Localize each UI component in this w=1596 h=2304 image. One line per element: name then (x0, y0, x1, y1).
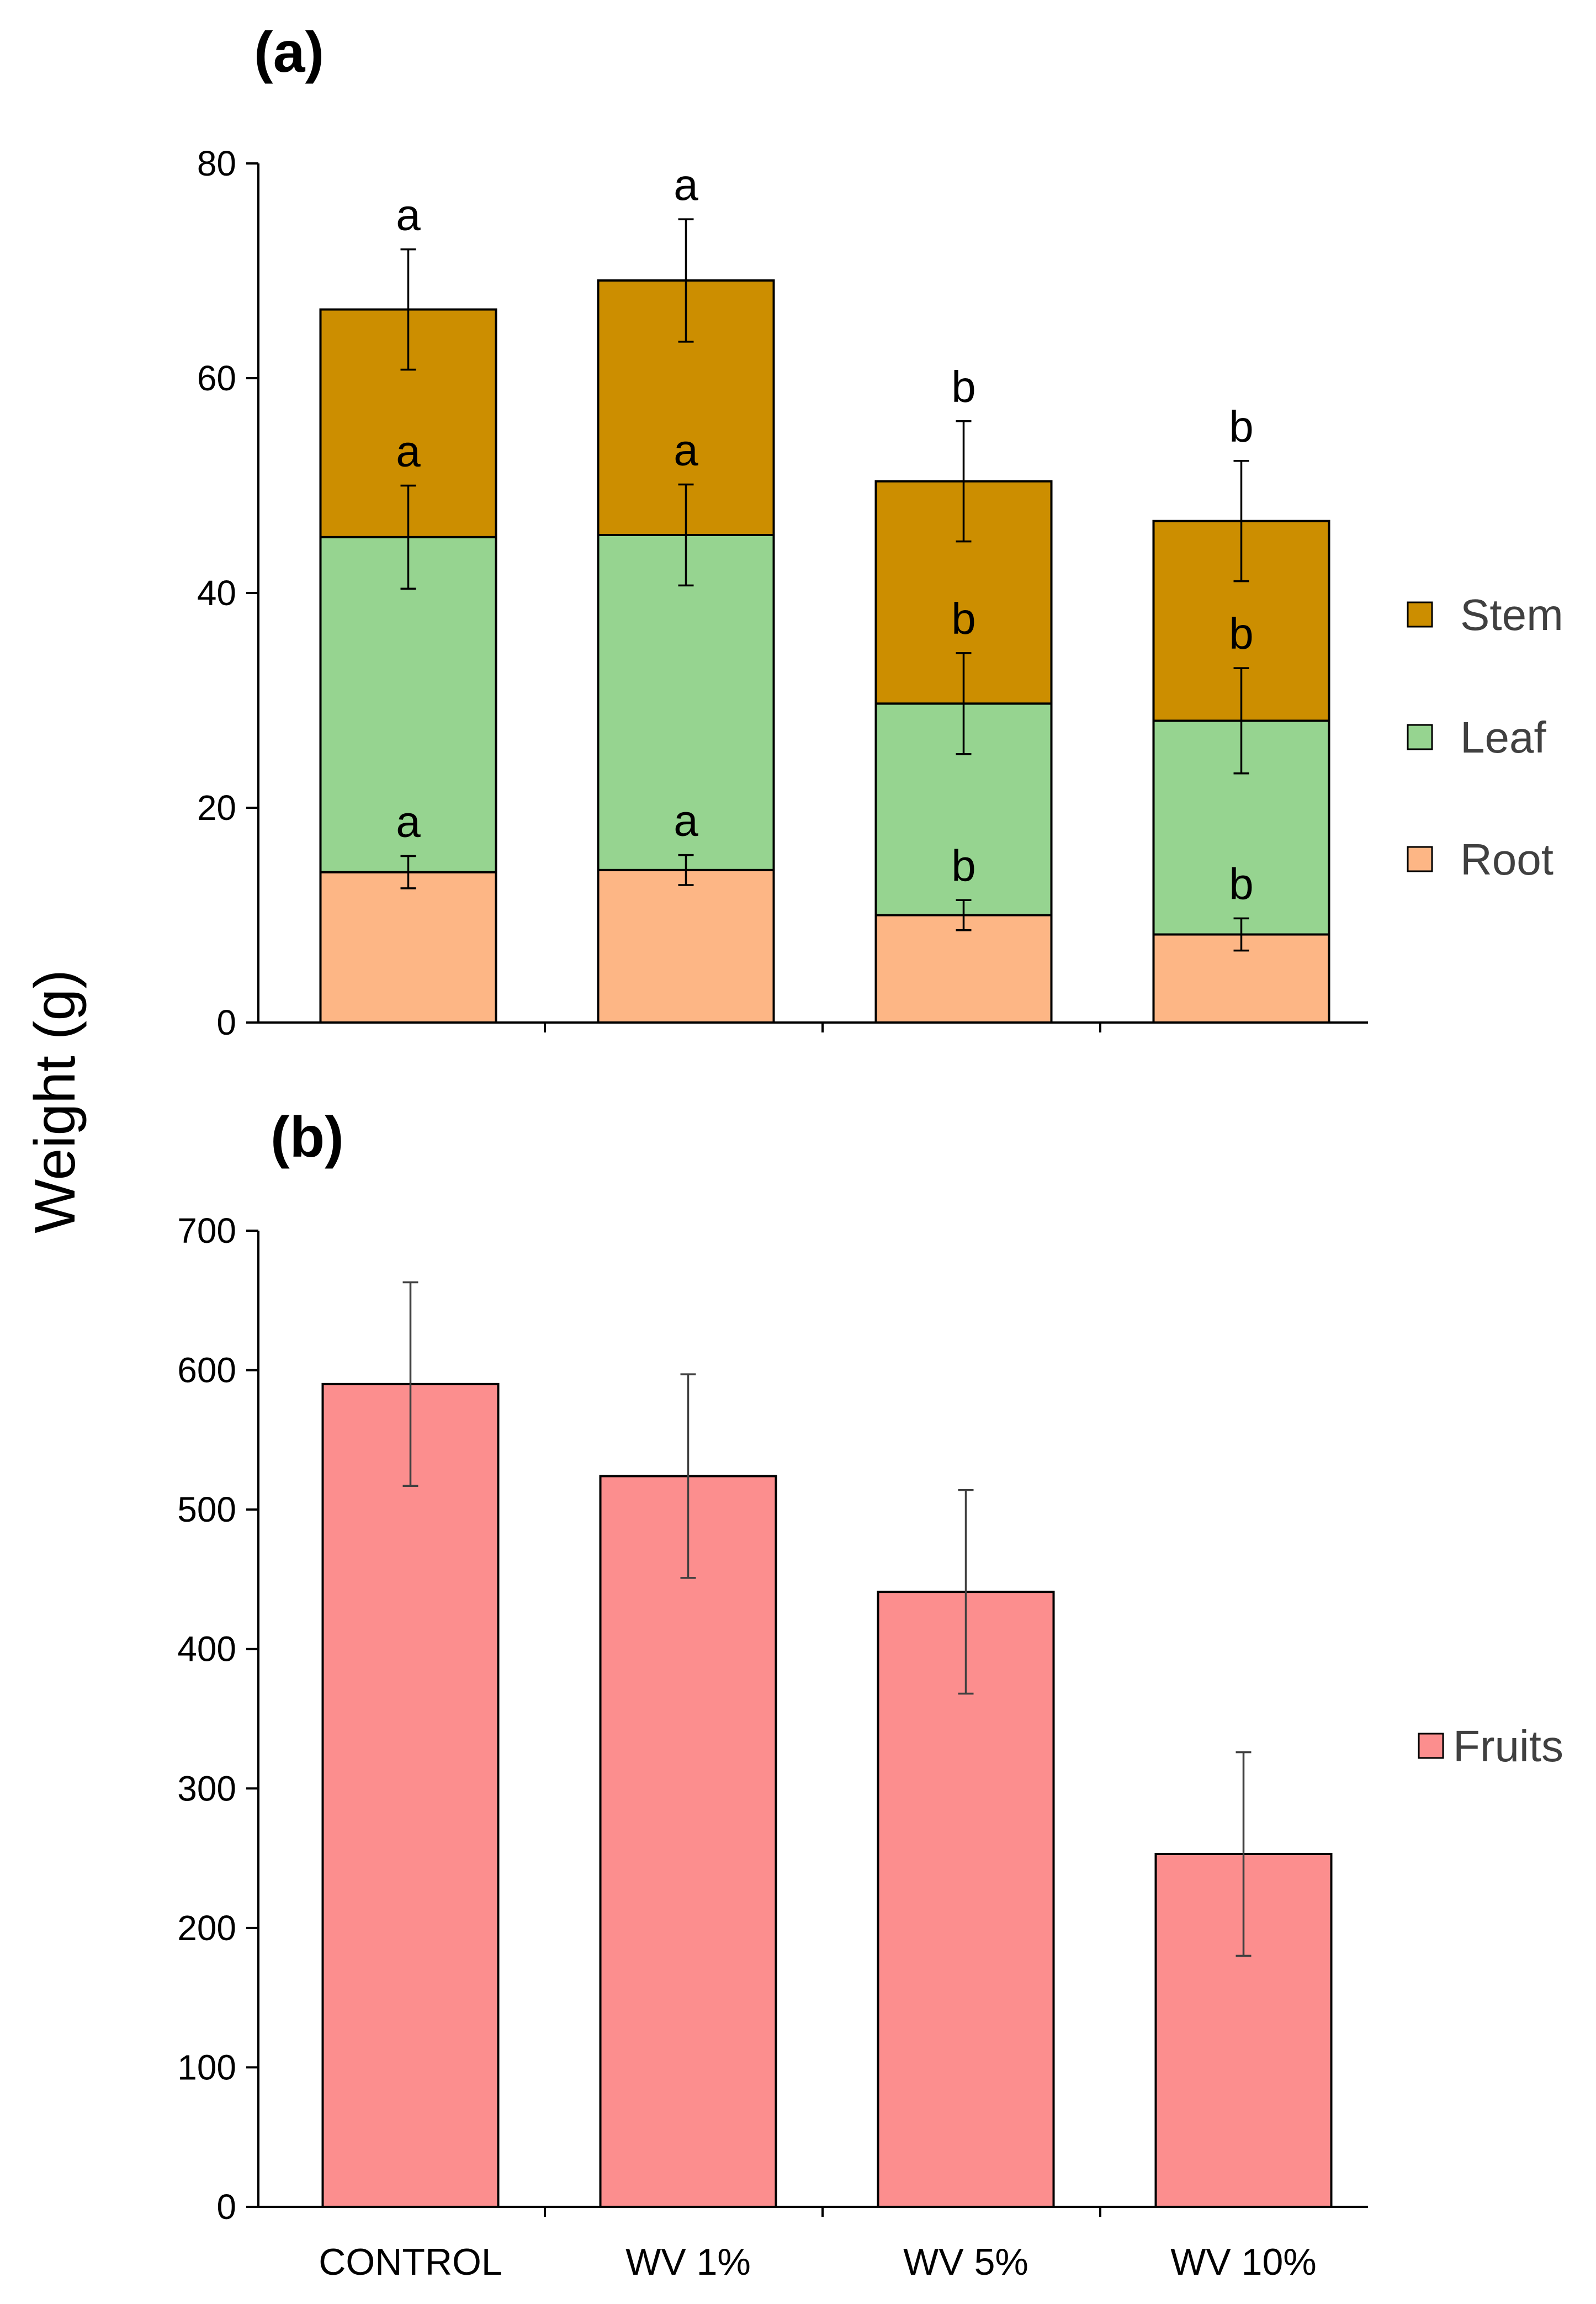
panel-b-y-tick-label-100: 100 (177, 2047, 236, 2087)
panel-b-y-tick-label-200: 200 (177, 1908, 236, 1948)
x-axis-label-wv-5pct: WV 5% (903, 2241, 1028, 2283)
panel-b-legend: Fruits (1418, 1722, 1563, 1771)
significance-letter-leaf-wv-10pct: b (1229, 609, 1254, 658)
x-axis-label-wv-10pct: WV 10% (1170, 2241, 1317, 2283)
significance-letter-stem-wv-1pct: a (674, 160, 698, 209)
legend-label-stem: Stem (1460, 590, 1563, 639)
significance-letter-leaf-wv-1pct: a (674, 426, 698, 475)
panel-a-legend: Stem Leaf Root (1407, 590, 1563, 884)
significance-letter-leaf-control: a (396, 427, 421, 476)
significance-letter-stem-wv-10pct: b (1229, 402, 1254, 451)
panel-b-chart: 0 100 200 300 400 500 600 700 Fruits CONTROL WV … (177, 1211, 1563, 2283)
legend-label-fruits: Fruits (1453, 1722, 1563, 1771)
panel-b-y-tick-label-500: 500 (177, 1490, 236, 1529)
significance-letter-root-wv-1pct: a (674, 796, 698, 845)
legend-swatch-fruits (1418, 1733, 1444, 1759)
panel-b-y-tick-label-0: 0 (216, 2187, 236, 2227)
significance-letter-root-wv-10pct: b (1229, 859, 1254, 908)
panel-b-label: (b) (271, 1105, 344, 1169)
panel-b-y-tick-label-400: 400 (177, 1629, 236, 1669)
panel-a-significance-letters: a a a a a a b b b b b b (396, 160, 1254, 908)
panel-a-error-bars (400, 218, 1249, 952)
panel-b-axes: 0 100 200 300 400 500 600 700 (177, 1211, 1368, 2227)
panel-a-y-tick-label-0: 0 (216, 1003, 236, 1042)
x-axis-label-control: CONTROL (319, 2241, 502, 2283)
panel-a-y-tick-label-60: 60 (197, 358, 236, 398)
significance-letter-root-control: a (396, 797, 421, 846)
bar-root-wv-5pct (874, 914, 1053, 1024)
panel-a-label: (a) (254, 20, 324, 84)
y-axis-label: Weight (g) (23, 970, 87, 1233)
panel-a-y-tick-label-80: 80 (197, 144, 236, 183)
panel-b-y-tick-label-600: 600 (177, 1350, 236, 1390)
x-axis-label-wv-1pct: WV 1% (625, 2241, 751, 2283)
bar-root-wv-1pct (597, 868, 775, 1024)
panel-a-y-tick-label-20: 20 (197, 788, 236, 828)
panel-b-y-tick-label-300: 300 (177, 1768, 236, 1808)
significance-letter-leaf-wv-5pct: b (951, 594, 976, 643)
legend-swatch-root (1407, 846, 1433, 872)
bar-root-control (319, 871, 497, 1024)
panel-b-y-tick-label-700: 700 (177, 1211, 236, 1251)
panel-a-bars (319, 279, 1330, 1024)
legend-label-root: Root (1460, 835, 1553, 884)
panel-b-bars (321, 1383, 1333, 2208)
significance-letter-stem-control: a (396, 190, 421, 240)
significance-letter-root-wv-5pct: b (951, 841, 976, 890)
legend-label-leaf: Leaf (1460, 713, 1546, 762)
legend-swatch-leaf (1407, 724, 1433, 750)
x-axis-category-labels: CONTROL WV 1% WV 5% WV 10% (319, 2241, 1317, 2283)
panel-a-axes: 0 20 40 60 80 (197, 144, 1368, 1042)
bar-fruits-wv-1pct (599, 1475, 777, 2208)
bar-leaf-control (319, 536, 497, 873)
panel-a-chart: a a a a a a b b b b b b 0 20 40 60 80 Stem Leaf Root (197, 144, 1563, 1042)
bar-fruits-control (321, 1383, 500, 2208)
panel-a-y-tick-label-40: 40 (197, 573, 236, 613)
significance-letter-stem-wv-5pct: b (951, 362, 976, 411)
panel-b-error-bars (402, 1281, 1252, 1957)
legend-swatch-stem (1407, 601, 1433, 628)
